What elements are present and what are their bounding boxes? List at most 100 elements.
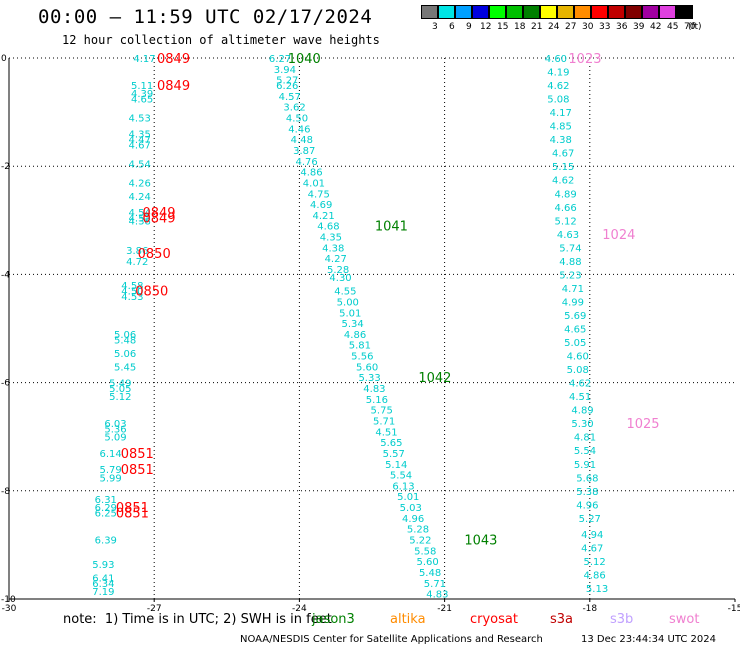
wave-height-label: 5.27 (579, 514, 601, 525)
wave-height-label: 4.30 (329, 273, 351, 284)
wave-height-label: 5.54 (574, 446, 596, 457)
wave-height-label: 3.62 (283, 103, 305, 114)
y-tick-label: -6 (1, 379, 10, 389)
x-tick-label: -18 (582, 604, 597, 614)
wave-height-label: 4.67 (552, 149, 574, 160)
wave-height-label: 5.09 (104, 433, 126, 444)
wave-height-label: 4.63 (557, 230, 579, 241)
wave-height-label: 4.83 (363, 384, 385, 395)
wave-height-label: 4.19 (547, 68, 569, 79)
note-text: note: 1) Time is in UTC; 2) SWH is in fe… (63, 612, 332, 627)
wave-height-label: 5.12 (554, 216, 576, 227)
legend-label: 21 (531, 22, 543, 32)
legend-label: 33 (599, 22, 611, 32)
chart-subtitle: 12 hour collection of altimeter wave hei… (62, 33, 380, 47)
wave-height-label: 5.30 (571, 419, 593, 430)
wave-height-label: 4.96 (402, 514, 424, 525)
wave-height-label: 4.47 (129, 135, 151, 146)
wave-height-label: 5.69 (564, 311, 586, 322)
time-label: 1043 (464, 533, 497, 548)
wave-height-label: 5.79 (100, 465, 122, 476)
wave-height-label: 7.19 (92, 587, 114, 598)
wave-height-label: 5.06 (114, 349, 136, 360)
wave-height-label: 4.26 (129, 178, 151, 189)
satellite-label-swot: swot (669, 612, 700, 627)
time-label: 0849 (157, 52, 190, 67)
time-label: 0851 (121, 463, 154, 478)
wave-height-label: 4.94 (581, 530, 603, 541)
wave-height-label: 3.86 (126, 246, 148, 257)
wave-height-label: 5.05 (109, 384, 131, 395)
y-tick-label: 0 (1, 54, 7, 64)
wave-height-label: 4.27 (325, 254, 347, 265)
wave-height-label: 4.67 (129, 141, 151, 152)
wave-height-label: 4.71 (562, 284, 584, 295)
wave-height-label: 5.99 (100, 473, 122, 484)
wave-height-label: 4.85 (550, 122, 572, 133)
legend-unit: (ft) (688, 22, 702, 32)
wave-height-label: 5.12 (584, 557, 606, 568)
wave-height-label: 4.01 (303, 178, 325, 189)
legend-label: 12 (480, 22, 492, 32)
time-label: 0851 (121, 447, 154, 462)
wave-height-label: 4.48 (291, 135, 313, 146)
time-label: 1041 (375, 220, 408, 235)
time-label: 0851 (116, 506, 149, 521)
wave-height-label: 4.66 (554, 203, 576, 214)
wave-height-label: 4.69 (310, 200, 332, 211)
wave-height-label: 5.12 (109, 392, 131, 403)
wave-height-label: 5.81 (349, 341, 371, 352)
wave-height-label: 5.71 (373, 416, 395, 427)
wave-height-label: 5.58 (414, 546, 436, 557)
wave-height-label: 5.01 (397, 492, 419, 503)
wave-height-label: 3.94 (274, 65, 296, 76)
legend-swatch (438, 5, 455, 19)
legend-swatch (625, 5, 642, 19)
legend-swatch (455, 5, 472, 19)
time-label: 1040 (288, 52, 321, 67)
wave-height-label: 4.99 (562, 297, 584, 308)
legend-swatch (506, 5, 523, 19)
wave-height-label: 4.54 (129, 159, 151, 170)
wave-height-label: 5.08 (547, 95, 569, 106)
wave-height-label: 4.57 (279, 92, 301, 103)
wave-height-label: 5.68 (576, 473, 598, 484)
wave-height-label: 6.03 (104, 419, 126, 430)
wave-height-label: 5.01 (339, 308, 361, 319)
wave-height-label: 4.53 (121, 292, 143, 303)
wave-height-label: 4.67 (581, 544, 603, 555)
legend-label: 36 (616, 22, 628, 32)
wave-height-label: 4.51 (569, 392, 591, 403)
legend-label: 30 (582, 22, 594, 32)
legend-swatch (574, 5, 591, 19)
legend-swatch (489, 5, 506, 19)
wave-height-label: 4.55 (334, 287, 356, 298)
wave-height-label: 5.71 (424, 579, 446, 590)
wave-height-label: 5.54 (390, 471, 412, 482)
wave-height-label: 4.58 (121, 281, 143, 292)
wave-height-label: 5.11 (131, 81, 153, 92)
time-label: 0849 (142, 206, 175, 221)
wave-height-label: 4.51 (375, 427, 397, 438)
time-label: 0849 (142, 212, 175, 227)
y-tick-label: -4 (1, 270, 10, 280)
wave-height-label: 4.21 (312, 211, 334, 222)
wave-height-label: 6.34 (92, 579, 114, 590)
legend-swatch (659, 5, 676, 19)
time-label: 0850 (135, 285, 168, 300)
wave-height-label: 5.48 (114, 335, 136, 346)
wave-height-label: 5.03 (400, 503, 422, 514)
legend-label: 3 (432, 22, 438, 32)
wave-height-label: 5.49 (109, 379, 131, 390)
wave-height-label: 5.34 (342, 319, 364, 330)
x-tick-label: -15 (728, 604, 740, 614)
wave-height-label: 6.41 (92, 573, 114, 584)
satellite-label-altika: altika (390, 612, 426, 627)
wave-height-label: 4.65 (564, 325, 586, 336)
chart-title: 00:00 – 11:59 UTC 02/17/2024 (38, 6, 373, 28)
legend-label: 39 (633, 22, 645, 32)
wave-height-label: 5.65 (380, 438, 402, 449)
wave-height-label: 4.35 (320, 233, 342, 244)
wave-height-label: 4.89 (554, 189, 576, 200)
wave-height-label: 5.93 (92, 560, 114, 571)
